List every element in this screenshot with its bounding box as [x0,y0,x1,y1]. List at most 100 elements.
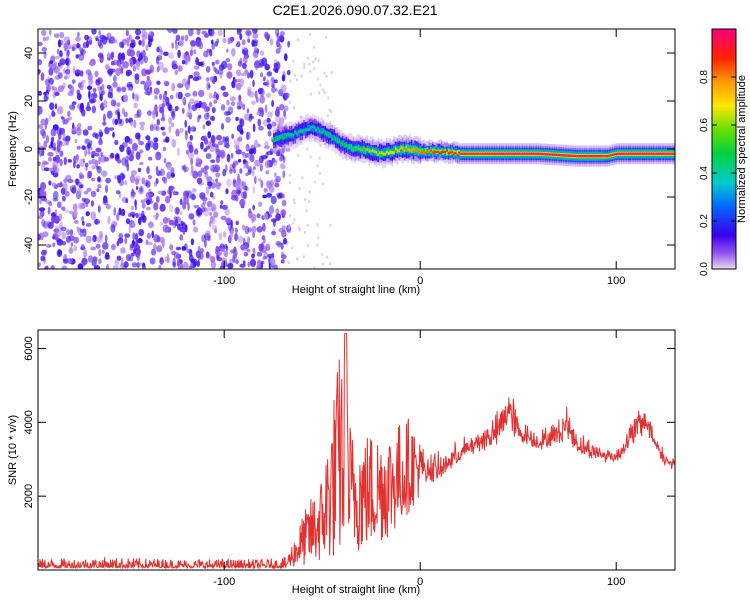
noise-speck [203,210,210,217]
ridge-cell [633,152,635,155]
noise-speck [236,82,242,91]
noise-speck [126,146,131,156]
y-tick-label: 20 [23,95,35,107]
noise-speck [42,231,49,238]
noise-speck [164,256,171,262]
noise-speck [165,195,171,204]
noise-speck [85,222,92,227]
noise-speck [94,70,99,78]
noise-speck [121,52,126,61]
noise-speck [252,29,258,34]
noise-speck [79,183,85,189]
noise-speck [236,29,242,35]
ridge-cell [544,153,547,156]
ridge-cell [393,151,395,155]
noise-speck [255,96,259,103]
ridge-cell [583,155,586,158]
ridge-cell [559,153,561,157]
ridge-cell [312,126,314,132]
noise-speck [141,215,147,223]
noise-speck [56,144,61,153]
noise-speck [205,153,212,160]
noise-speck [182,228,186,235]
noise-speck [197,61,204,67]
noise-speck [317,91,321,95]
noise-speck [257,87,264,95]
noise-speck [60,226,67,232]
noise-speck [45,36,50,41]
noise-speck [183,196,189,205]
ridge-cell [648,152,651,155]
noise-speck [87,149,90,155]
noise-speck [275,175,282,183]
spectrogram-panel: -100 0 100 -40 -20 0 20 40 Height of straight l… [7,28,676,296]
noise-speck [124,135,131,143]
noise-speck [171,82,176,92]
noise-speck [86,187,92,192]
noise-speck [225,116,231,123]
noise-speck [217,29,223,37]
noise-speck [170,172,175,178]
noise-speck [259,87,265,97]
noise-speck [293,198,296,202]
noise-speck [246,108,250,114]
noise-speck [91,150,96,155]
noise-speck [146,75,150,81]
noise-speck [81,109,86,117]
noise-speck [288,100,292,104]
ridge-cell [657,152,660,155]
noise-speck [222,168,227,177]
snr-series-line [38,333,675,570]
noise-speck [189,49,194,57]
ridge-cell [363,146,365,150]
noise-speck [275,149,280,157]
noise-speck [271,86,276,93]
noise-speck [234,180,241,189]
noise-speck [266,71,273,77]
noise-speck [177,261,184,269]
ridge-cell [327,131,330,135]
noise-speck [67,110,71,117]
noise-speck [180,220,184,226]
noise-speck [91,177,96,182]
ridge-cell [297,130,300,133]
noise-speck [240,129,244,135]
noise-speck [120,247,126,254]
noise-speck [156,80,161,86]
noise-speck [83,249,88,258]
noise-speck [193,204,200,209]
noise-speck [181,98,185,103]
noise-speck [280,84,287,93]
noise-speck [220,123,225,130]
noise-speck [166,171,172,180]
noise-speck [300,74,303,78]
ridge-cell [656,152,658,155]
snr-x-label: Height of straight line (km) [292,584,420,596]
ridge-cell [424,147,427,153]
ridge-cell [439,149,441,154]
ridge-cell [400,146,402,149]
noise-speck [321,182,324,186]
noise-speck [251,225,257,234]
ridge-cell [333,137,335,141]
noise-speck [217,140,224,146]
ridge-cell [400,146,402,156]
noise-speck [188,265,192,269]
ridge-cell [541,152,543,156]
noise-speck [81,79,86,84]
noise-speck [45,134,50,144]
noise-speck [159,203,166,212]
noise-speck [213,211,219,218]
noise-speck [205,120,211,126]
ridge-cell [626,152,628,155]
noise-speck [38,142,41,146]
noise-speck [124,233,131,238]
noise-speck [61,231,66,240]
ridge-cell [481,152,483,155]
ridge-cell [608,154,610,157]
noise-speck [313,66,316,71]
ridge-cell [456,153,459,157]
noise-speck [117,111,121,120]
ridge-cell [617,152,619,155]
noise-speck [222,37,227,43]
